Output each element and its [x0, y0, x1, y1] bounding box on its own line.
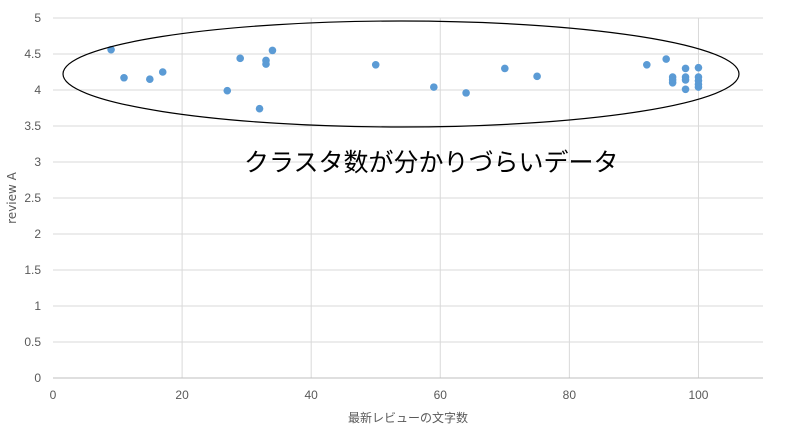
data-point [462, 89, 470, 97]
data-point [255, 104, 264, 113]
data-point [694, 63, 703, 72]
data-point [533, 72, 541, 81]
data-point [681, 64, 690, 73]
data-point [158, 68, 167, 76]
y-tick-label: 4 [34, 83, 41, 97]
vertical-gridlines [181, 18, 699, 378]
data-point [643, 61, 651, 69]
x-tick-label: 20 [175, 388, 189, 402]
data-point [236, 54, 244, 63]
data-point [262, 56, 270, 65]
data-point [501, 64, 509, 73]
y-tick-label: 0.5 [24, 335, 41, 349]
data-point [371, 61, 380, 69]
x-axis-title: 最新レビューの文字数 [348, 410, 468, 425]
x-tick-label: 80 [563, 388, 577, 402]
cluster-ellipse [62, 20, 740, 128]
y-tick-label: 2.5 [24, 191, 41, 205]
y-tick-label: 3 [34, 155, 41, 169]
data-point [120, 73, 128, 82]
data-points [107, 45, 703, 113]
y-axis-title: review A [5, 171, 19, 224]
y-tick-label: 4.5 [24, 47, 41, 61]
x-tick-label: 60 [434, 388, 448, 402]
y-tick-label: 2 [34, 227, 41, 241]
data-point [223, 86, 232, 95]
data-point [681, 85, 690, 94]
y-tick-label: 1 [34, 299, 41, 313]
y-tick-label: 1.5 [24, 263, 41, 277]
data-point [681, 76, 690, 84]
data-point [694, 83, 703, 91]
data-point [430, 83, 438, 91]
data-point [668, 79, 677, 87]
x-tick-label: 100 [688, 388, 708, 402]
y-tick-label: 0 [34, 371, 41, 385]
x-tick-label: 0 [50, 388, 57, 402]
annotation-text: クラスタ数が分かりづらいデータ [244, 148, 619, 177]
x-tick-label: 40 [305, 388, 319, 402]
horizontal-gridlines [53, 17, 763, 343]
y-tick-label: 3.5 [24, 119, 41, 133]
y-axis-tick-labels: 0 0.5 1 1.5 2 2.5 3 3.5 4 4.5 5 [24, 11, 41, 385]
y-tick-label: 5 [34, 11, 41, 25]
data-point [146, 75, 154, 83]
data-point [662, 55, 670, 63]
x-axis-tick-labels: 0 20 40 60 80 100 [50, 388, 709, 402]
data-point [268, 46, 277, 55]
